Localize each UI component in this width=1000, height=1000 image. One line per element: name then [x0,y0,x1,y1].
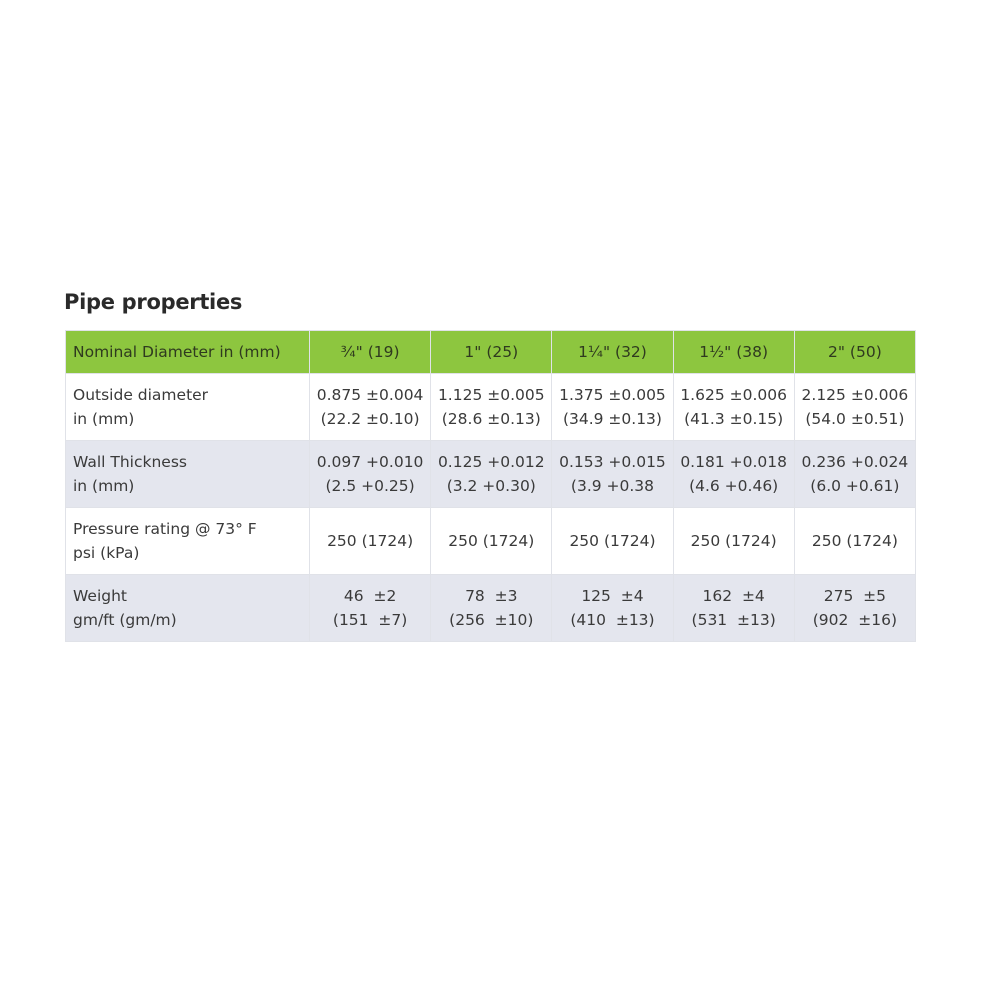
cell-value: 250 (1724) [569,532,656,550]
row-label-line: in (mm) [73,477,135,495]
cell-value: 46 ±2 [343,587,397,605]
row-label: Pressure rating @ 73° F psi (kPa) [65,507,310,575]
row-label: Wall Thickness in (mm) [65,440,310,508]
cell-value: 250 (1724) [448,532,535,550]
cell-value: (22.2 ±0.10) [320,410,420,428]
row-label: Weight gm/ft (gm/m) [65,574,310,642]
table-cell: 250 (1724) [793,507,917,575]
cell-value: 125 ±4 [581,587,644,605]
table-row: Pressure rating @ 73° F psi (kPa) 250 (172… [65,507,917,575]
row-label-line: Pressure rating @ 73° F [73,520,257,538]
cell-value: (3.2 +0.30) [446,477,536,495]
table-cell: 250 (1724) [430,507,553,575]
cell-value: 275 ±5 [823,587,887,605]
table-cell: 162 ±4 (531 ±13) [672,574,795,642]
header-diameter: 1¼" (32) [551,330,674,374]
cell-value: (902 ±16) [812,611,897,629]
cell-value: (256 ±10) [449,611,534,629]
cell-value: (41.3 ±0.15) [684,410,784,428]
cell-value: (28.6 ±0.13) [441,410,541,428]
table-cell: 0.153 +0.015 (3.9 +0.38 [551,440,674,508]
header-diameter: 2" (50) [793,330,917,374]
cell-value: 0.181 +0.018 [680,453,787,471]
cell-value: 250 (1724) [327,532,414,550]
cell-value: (6.0 +0.61) [810,477,900,495]
cell-value: 0.125 +0.012 [437,453,545,471]
table-cell: 250 (1724) [551,507,674,575]
cell-value: 0.097 +0.010 [316,453,424,471]
cell-value: (410 ±13) [570,611,655,629]
table-row: Weight gm/ft (gm/m) 46 ±2 (151 ±7) 78 ±3 (256… [65,574,917,642]
table-cell: 78 ±3 (256 ±10) [430,574,553,642]
cell-value: 1.125 ±0.005 [437,386,545,404]
table-cell: 125 ±4 (410 ±13) [551,574,674,642]
cell-value: 0.875 ±0.004 [316,386,424,404]
cell-value: 1.625 ±0.006 [680,386,787,404]
header-diameter: ¾" (19) [308,330,432,374]
cell-value: (54.0 ±0.51) [805,410,905,428]
page-title: Pipe properties [64,290,243,314]
row-label-line: in (mm) [73,410,135,428]
table-cell: 250 (1724) [672,507,795,575]
row-label-line: Weight [73,587,128,605]
table-cell: 0.181 +0.018 (4.6 +0.46) [672,440,795,508]
cell-value: (2.5 +0.25) [325,477,415,495]
header-diameter: 1" (25) [430,330,553,374]
row-label-line: psi (kPa) [73,544,140,562]
cell-value: 2.125 ±0.006 [801,386,909,404]
cell-value: 78 ±3 [465,587,518,605]
table-cell: 1.125 ±0.005 (28.6 ±0.13) [430,373,553,441]
row-label-line: Wall Thickness [73,453,187,471]
table-header-row: Nominal Diameter in (mm) ¾" (19) 1" (25) 1¼… [65,330,917,374]
table-cell: 0.236 +0.024 (6.0 +0.61) [793,440,917,508]
header-label: Nominal Diameter in (mm) [65,330,310,374]
cell-value: (151 ±7) [332,611,408,629]
table-cell: 0.097 +0.010 (2.5 +0.25) [308,440,432,508]
row-label-line: gm/ft (gm/m) [73,611,177,629]
cell-value: (4.6 +0.46) [689,477,779,495]
cell-value: 0.236 +0.024 [801,453,909,471]
cell-value: 250 (1724) [811,532,898,550]
cell-value: (3.9 +0.38 [570,477,655,495]
cell-value: 250 (1724) [690,532,777,550]
table-cell: 0.875 ±0.004 (22.2 ±0.10) [308,373,432,441]
table-cell: 2.125 ±0.006 (54.0 ±0.51) [793,373,917,441]
cell-value: 162 ±4 [702,587,765,605]
cell-value: 0.153 +0.015 [559,453,666,471]
cell-value: 1.375 ±0.005 [559,386,666,404]
table-cell: 0.125 +0.012 (3.2 +0.30) [430,440,553,508]
table-row: Outside diameter in (mm) 0.875 ±0.004 (22.2… [65,373,917,441]
row-label-line: Outside diameter [73,386,209,404]
cell-value: (34.9 ±0.13) [562,410,662,428]
table-cell: 1.375 ±0.005 (34.9 ±0.13) [551,373,674,441]
pipe-properties-table: Nominal Diameter in (mm) ¾" (19) 1" (25) 1¼… [65,330,917,642]
table-cell: 46 ±2 (151 ±7) [308,574,432,642]
table-row: Wall Thickness in (mm) 0.097 +0.010 (2.5 +0… [65,440,917,508]
cell-value: (531 ±13) [691,611,776,629]
table-cell: 1.625 ±0.006 (41.3 ±0.15) [672,373,795,441]
row-label: Outside diameter in (mm) [65,373,310,441]
table-cell: 250 (1724) [308,507,432,575]
table-cell: 275 ±5 (902 ±16) [793,574,917,642]
header-diameter: 1½" (38) [672,330,795,374]
